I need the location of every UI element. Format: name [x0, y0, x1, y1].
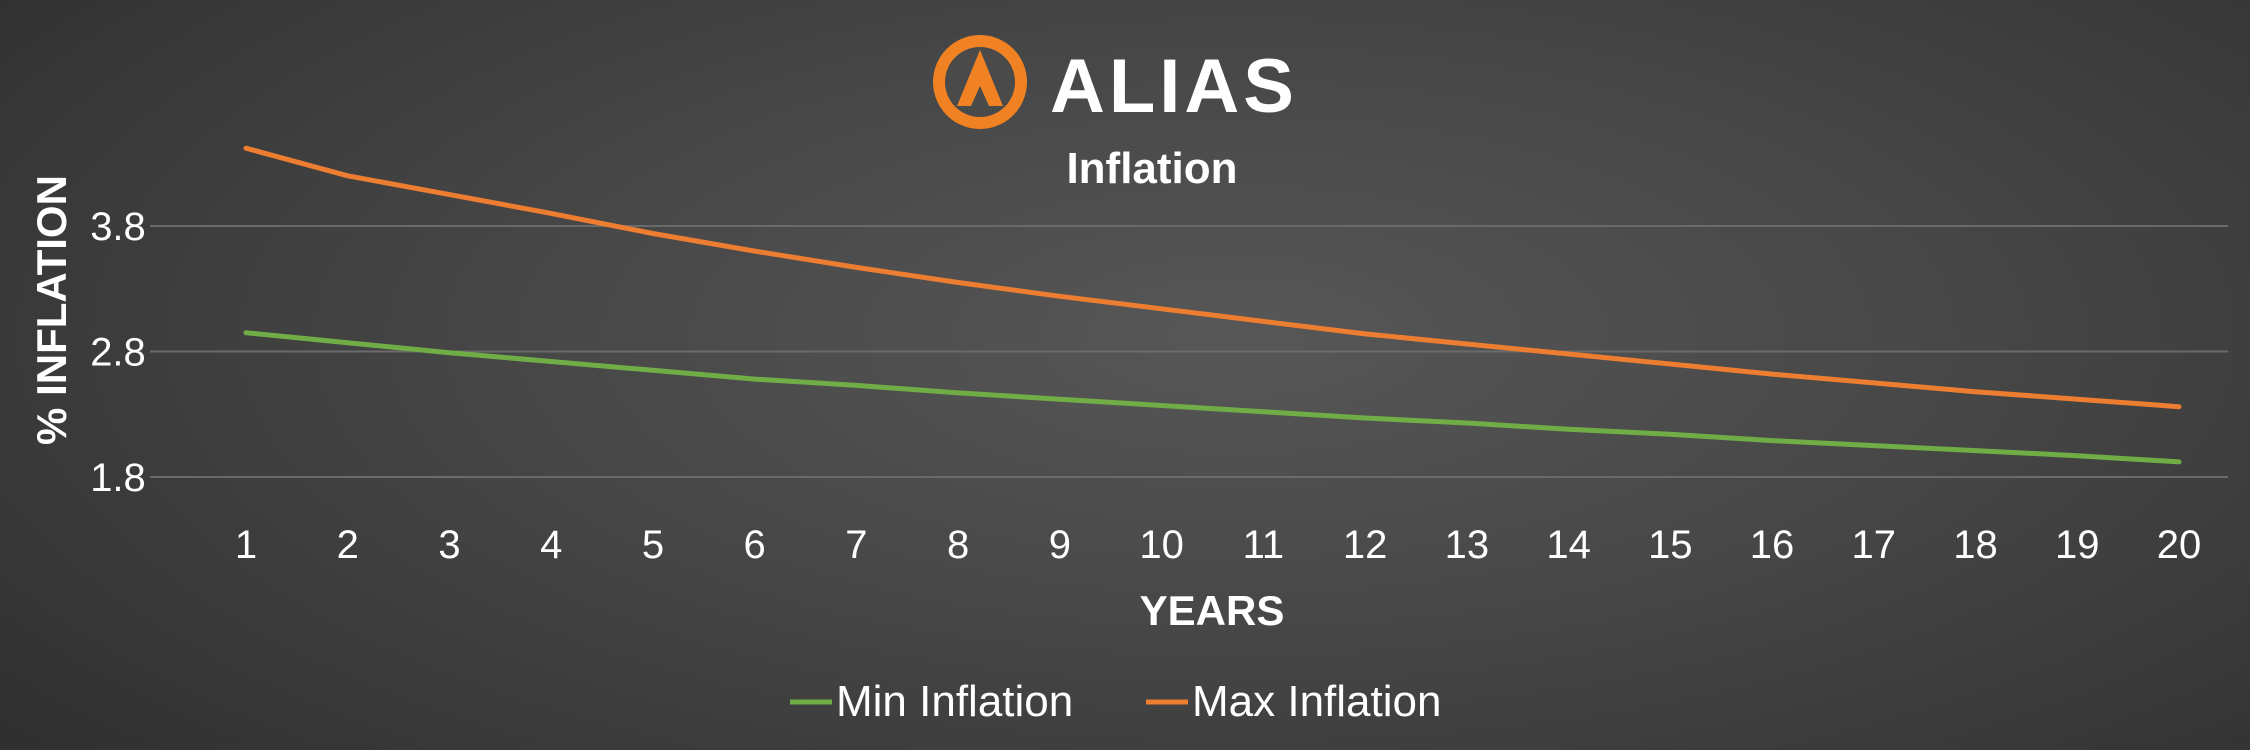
x-tick-label: 8 [947, 523, 969, 567]
x-tick-label: 10 [1139, 523, 1184, 567]
x-tick-label: 15 [1648, 523, 1693, 567]
series-line-min-inflation [243, 330, 2182, 465]
logo-arrow-icon [957, 50, 1003, 106]
chart-title: Inflation [1066, 144, 1237, 193]
x-tick-label: 17 [1852, 523, 1897, 567]
x-tick-label: 3 [438, 523, 460, 567]
legend-label: Min Inflation [836, 677, 1073, 726]
x-tick-label: 18 [1953, 523, 1998, 567]
logo-text: ALIAS [1050, 44, 1298, 129]
x-tick-label: 4 [540, 523, 562, 567]
x-axis-label: YEARS [1140, 587, 1285, 634]
y-axis-label: % INFLATION [28, 175, 75, 445]
y-tick-label: 2.8 [90, 331, 146, 375]
x-axis-ticks: 1 2 3 4 5 6 7 8 9 10 11 12 13 14 15 16 17 18 19 20 [235, 523, 2201, 567]
x-tick-label: 7 [845, 523, 867, 567]
x-tick-label: 20 [2157, 523, 2202, 567]
x-tick-label: 12 [1343, 523, 1388, 567]
y-tick-label: 1.8 [90, 456, 146, 500]
y-axis-ticks: 1.8 2.8 3.8 [90, 205, 146, 500]
series-lines [243, 145, 2182, 465]
x-tick-label: 16 [1750, 523, 1795, 567]
x-tick-label: 14 [1546, 523, 1591, 567]
x-tick-label: 6 [744, 523, 766, 567]
x-tick-label: 19 [2055, 523, 2100, 567]
x-tick-label: 11 [1243, 523, 1285, 567]
alias-logo: ALIAS [933, 35, 1298, 129]
legend: Min Inflation Max Inflation [790, 677, 1441, 726]
gridlines [150, 225, 2228, 478]
y-tick-label: 3.8 [90, 205, 146, 249]
series-line-max-inflation [243, 145, 2182, 410]
x-tick-label: 2 [337, 523, 359, 567]
x-tick-label: 5 [642, 523, 664, 567]
legend-label: Max Inflation [1192, 677, 1441, 726]
x-tick-label: 13 [1445, 523, 1490, 567]
x-tick-label: 9 [1049, 523, 1071, 567]
x-tick-label: 1 [235, 523, 257, 567]
